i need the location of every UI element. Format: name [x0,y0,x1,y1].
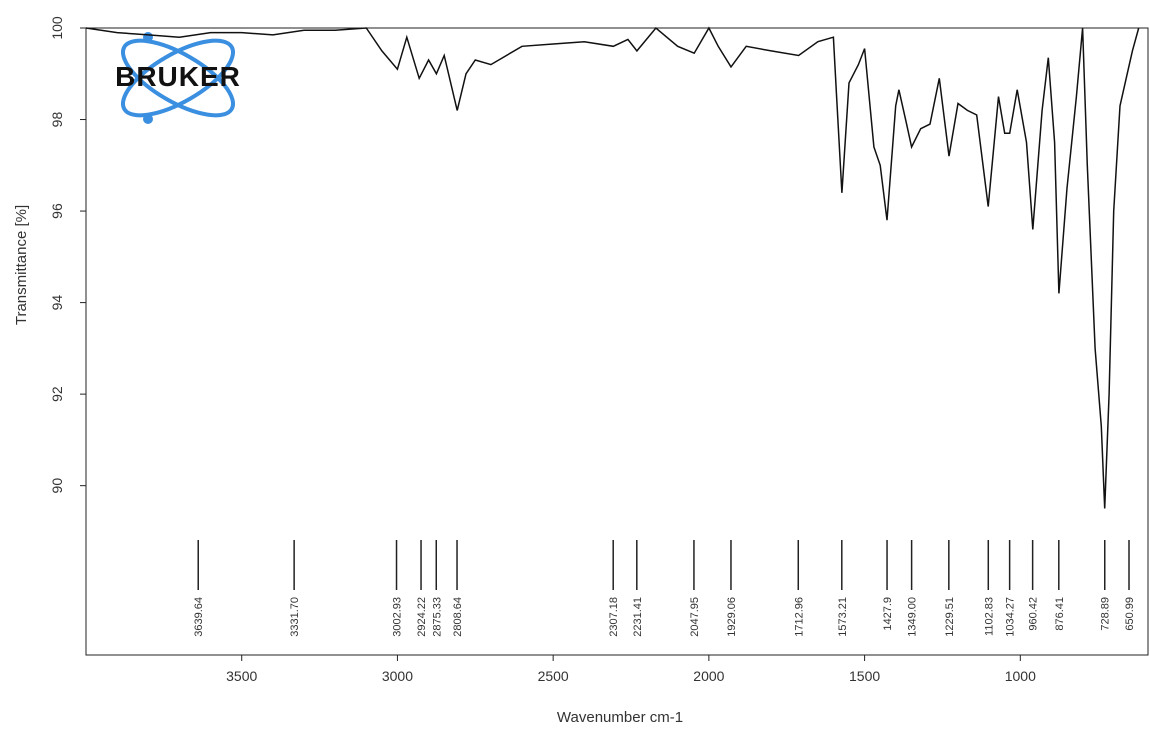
peak-label: 1712.96 [793,597,805,637]
x-tick-label: 3500 [226,668,257,684]
y-axis-label: Transmittance [%] [13,205,30,325]
peak-label: 728.89 [1100,597,1112,631]
peak-label: 1229.51 [944,597,956,637]
peak-label: 2047.95 [689,597,701,637]
peak-label: 3639.64 [193,597,205,637]
x-tick-label: 3000 [382,668,413,684]
peak-label: 1102.83 [983,597,995,636]
y-tick-label: 92 [49,386,65,402]
y-tick-label: 98 [49,112,65,128]
y-tick-label: 100 [49,16,65,40]
y-tick-label: 90 [49,478,65,494]
logo-orbit [120,38,236,118]
x-tick-label: 1500 [849,668,880,684]
logo-orbit [120,38,236,118]
logo-dot [143,32,153,42]
peak-label: 2875.33 [431,597,443,637]
peak-label: 2231.41 [632,597,644,637]
y-tick-label: 94 [49,295,65,311]
spectrum-line [85,26,1140,509]
x-axis-label: Wavenumber cm-1 [557,709,683,726]
x-tick-label: 2000 [693,668,724,684]
peak-label: 2924.22 [416,597,428,637]
peak-label: 2307.18 [608,597,620,637]
plot-frame [85,27,1149,656]
peak-label: 1427.9 [882,597,894,631]
x-tick-label: 1000 [1005,668,1036,684]
peak-label: 3331.70 [289,597,301,637]
logo: BRUKER [115,32,241,124]
peak-label: 1929.06 [726,597,738,637]
peak-label: 3002.93 [392,597,404,637]
x-tick-label: 2500 [538,668,569,684]
peak-label: 2808.64 [452,597,464,637]
logo-text: BRUKER [115,61,241,92]
y-tick-label: 96 [49,203,65,219]
peak-label: 650.99 [1124,597,1136,631]
peak-label: 1349.00 [907,597,919,637]
peak-label: 1573.21 [837,597,849,637]
peak-label: 960.42 [1028,597,1040,631]
logo-dot [143,114,153,124]
peak-label: 876.41 [1054,597,1066,631]
peak-label: 1034.27 [1005,597,1017,637]
